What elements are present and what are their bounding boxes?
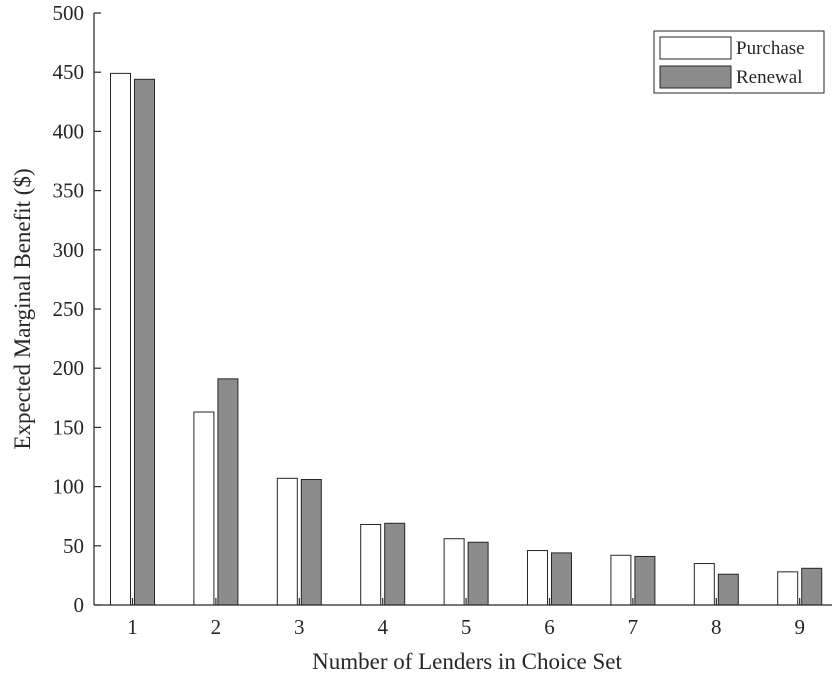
x-tick-label: 8 <box>711 615 722 639</box>
bar-purchase-3 <box>276 477 298 606</box>
bar-renewal-5 <box>467 541 489 606</box>
legend-swatch-purchase <box>659 36 732 60</box>
bar-renewal-9 <box>801 567 823 606</box>
y-tick-label: 50 <box>63 534 84 558</box>
bar-purchase-6 <box>527 550 548 606</box>
x-tick-label: 3 <box>294 615 305 639</box>
y-tick-label: 250 <box>53 297 85 321</box>
y-tick-label: 450 <box>53 60 85 84</box>
bar-purchase-9 <box>777 571 799 606</box>
gridlines <box>94 71 832 547</box>
y-tick-label: 200 <box>53 356 85 380</box>
x-tick-label: 7 <box>628 615 639 639</box>
bar-renewal-3 <box>300 478 322 606</box>
x-tick-label: 5 <box>461 615 472 639</box>
x-axis-label: Number of Lenders in Choice Set <box>312 649 622 674</box>
bar-renewal-1 <box>134 78 155 606</box>
bar-purchase-4 <box>360 523 382 606</box>
y-tick-label: 400 <box>53 119 85 143</box>
legend-label-renewal: Renewal <box>736 67 802 88</box>
x-tick-label: 1 <box>127 615 138 639</box>
bar-renewal-6 <box>551 552 572 606</box>
y-ticks: 0 50 100 150 200 250 300 350 400 450 500 <box>53 1 101 617</box>
x-tick-label: 9 <box>794 615 805 639</box>
bar-purchase-1 <box>110 72 131 606</box>
legend: Purchase Renewal <box>653 30 825 94</box>
bar-renewal-4 <box>384 522 406 606</box>
legend-label-purchase: Purchase <box>736 38 805 59</box>
y-tick-label: 150 <box>53 415 85 439</box>
x-tick-label: 4 <box>377 615 388 639</box>
x-tick-label: 2 <box>211 615 222 639</box>
y-tick-label: 300 <box>53 238 85 262</box>
y-tick-label: 100 <box>53 475 85 499</box>
bar-renewal-7 <box>634 555 656 606</box>
y-tick-label: 0 <box>74 593 85 617</box>
bar-purchase-8 <box>693 563 715 606</box>
bar-purchase-2 <box>193 411 215 606</box>
bar-purchase-5 <box>443 538 465 606</box>
bar-renewal-2 <box>217 378 239 606</box>
y-tick-label: 350 <box>53 179 85 203</box>
bar-renewal-8 <box>717 573 739 606</box>
x-ticks: 1 2 3 4 5 6 7 8 9 <box>127 598 805 639</box>
bars <box>110 72 823 606</box>
y-axis-label: Expected Marginal Benefit ($) <box>10 168 35 449</box>
x-tick-label: 6 <box>544 615 555 639</box>
y-tick-label: 500 <box>53 1 85 25</box>
bar-purchase-7 <box>610 554 632 606</box>
legend-swatch-renewal <box>659 65 732 89</box>
